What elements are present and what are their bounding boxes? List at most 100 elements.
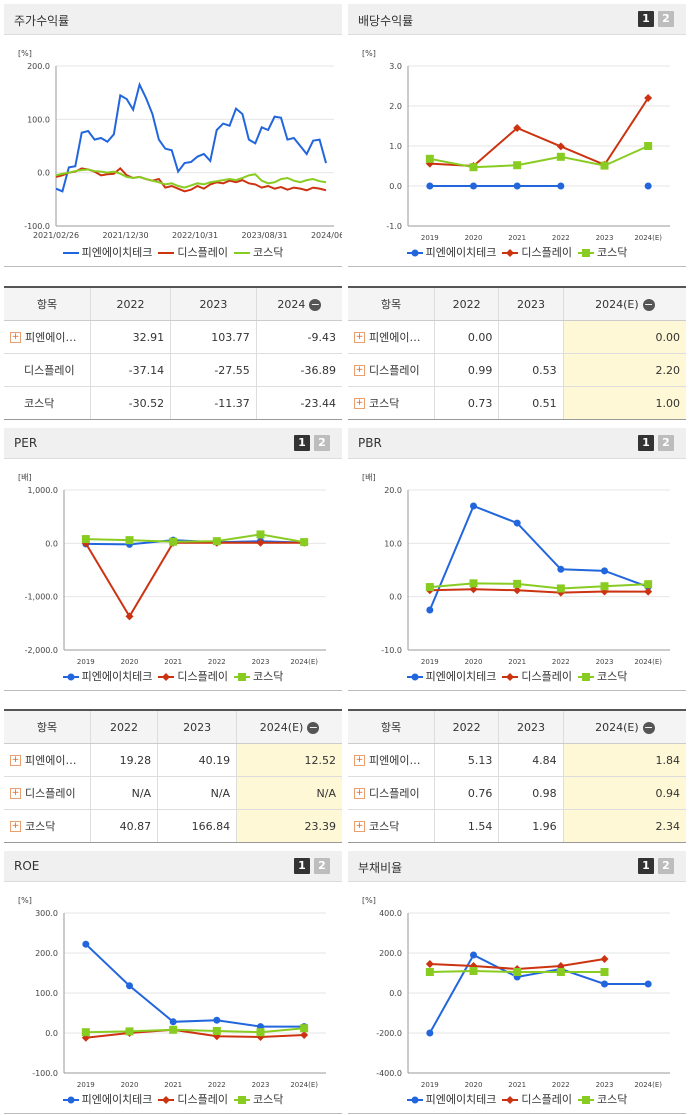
data-point [425, 968, 434, 976]
x-tick-label: 2020 [465, 658, 483, 666]
column-header: 항목 [4, 711, 91, 744]
y-tick-label: 0.0 [45, 1029, 58, 1038]
legend-item[interactable]: 디스플레이 [158, 244, 228, 260]
row-name-cell[interactable]: + 피엔에이… [4, 320, 91, 354]
x-tick-label: 2023 [252, 658, 270, 666]
row-name-cell[interactable]: + 디스플레이 [348, 353, 435, 387]
row-name-cell[interactable]: + 피엔에이… [348, 743, 435, 777]
row-name-cell[interactable]: + 코스닥 [4, 810, 91, 843]
legend-item[interactable]: 디스플레이 [158, 668, 228, 684]
expand-plus-icon[interactable]: + [10, 331, 21, 343]
legend-item[interactable]: 코스닥 [234, 668, 283, 684]
legend-item[interactable]: 코스닥 [578, 668, 627, 684]
page-1-button[interactable]: 1 [294, 858, 310, 874]
legend-marker-icon [578, 673, 595, 681]
row-name-cell[interactable]: + 코스닥 [348, 810, 435, 843]
legend-item[interactable]: 디스플레이 [502, 1091, 572, 1107]
row-name-cell[interactable]: + 디스플레이 [348, 776, 435, 810]
table-header-row: 항목 2022 2023 2024(E) − [4, 711, 342, 744]
page-2-button[interactable]: 2 [658, 11, 674, 27]
legend-item[interactable]: 피엔에이치테크 [406, 244, 496, 260]
table-row: + 디스플레이 0.99 0.53 2.20 [348, 353, 686, 387]
legend-item[interactable]: 코스닥 [578, 244, 627, 260]
data-point [513, 124, 522, 132]
y-tick-label: -200.0 [376, 1029, 402, 1038]
legend-item[interactable]: 피엔에이치테크 [62, 244, 152, 260]
legend-item[interactable]: 피엔에이치테크 [62, 1091, 153, 1107]
data-point [600, 955, 609, 963]
column-header-label: 2024 [277, 297, 306, 311]
column-header: 2022 [433, 711, 499, 744]
y-tick-label: 20.0 [384, 486, 402, 495]
expand-plus-icon[interactable]: + [354, 787, 365, 799]
page-2-button[interactable]: 2 [658, 858, 674, 874]
series-line [55, 167, 327, 193]
value-cell: 0.76 [433, 776, 499, 810]
legend-item[interactable]: 피엔에이치테크 [62, 668, 152, 684]
expand-plus-icon[interactable]: + [354, 364, 365, 376]
legend-item[interactable]: 코스닥 [234, 244, 283, 260]
page-1-button[interactable]: 1 [638, 435, 654, 451]
value-cell: 23.39 [236, 809, 342, 842]
x-tick-label: 2024(E) [290, 658, 318, 666]
row-name-cell[interactable]: + 피엔에이… [348, 320, 435, 354]
legend-label: 코스닥 [597, 670, 628, 683]
collapse-icon[interactable]: − [642, 297, 655, 311]
row-name-cell[interactable]: + 피엔에이… [4, 743, 91, 777]
page-1-button[interactable]: 1 [638, 11, 654, 27]
page-1-button[interactable]: 1 [638, 858, 654, 874]
collapse-icon[interactable]: − [309, 297, 322, 311]
row-name-cell[interactable]: + 디스플레이 [4, 776, 91, 810]
expand-plus-icon[interactable]: + [354, 754, 365, 766]
value-cell: N/A [89, 776, 158, 810]
legend-item[interactable]: 디스플레이 [502, 668, 572, 684]
expand-plus-icon[interactable]: + [354, 331, 365, 343]
row-name-cell[interactable]: + 코스닥 [348, 387, 435, 420]
legend-label: 디스플레이 [521, 246, 573, 259]
legend-label: 디스플레이 [177, 1093, 229, 1106]
panel-header: PER 1 2 [4, 428, 342, 459]
value-cell: 2.34 [562, 809, 686, 842]
x-tick-label: 2021 [508, 1081, 526, 1089]
expand-plus-icon[interactable]: + [10, 754, 21, 766]
data-point [81, 539, 90, 548]
legend-label: 피엔에이치테크 [81, 1093, 153, 1106]
expand-plus-icon[interactable]: + [354, 820, 365, 832]
x-tick-label: 2020 [465, 234, 483, 242]
legend-item[interactable]: 디스플레이 [502, 244, 572, 260]
legend-item[interactable]: 피엔에이치테크 [406, 1091, 496, 1107]
page-2-button[interactable]: 2 [314, 435, 330, 451]
series-line [429, 97, 650, 168]
data-point [644, 980, 652, 988]
legend-item[interactable]: 디스플레이 [158, 1091, 228, 1107]
legend-marker-icon [406, 673, 423, 681]
value-cell: N/A [236, 776, 342, 810]
legend-item[interactable]: 코스닥 [234, 1091, 283, 1107]
chart-plot: [%] 3.0 2.0 1.0 0.0 -1.0 2019 2020 2021 2022 2023 2… [362, 49, 670, 242]
x-tick-label: 2023/08/31 [241, 231, 287, 240]
axis-unit-label: [%] [362, 896, 376, 905]
column-header-label: 항목 [36, 721, 58, 734]
data-point [470, 951, 477, 959]
legend-item[interactable]: 코스닥 [578, 1091, 627, 1107]
value-cell: 5.13 [433, 743, 499, 777]
value-cell: -30.52 [89, 386, 171, 419]
y-tick-label: 0.0 [389, 182, 402, 191]
expand-plus-icon[interactable]: + [10, 820, 21, 832]
expand-plus-icon[interactable]: + [10, 787, 21, 799]
series-line [84, 541, 305, 619]
row-name: 피엔에이… [25, 331, 77, 344]
collapse-icon[interactable]: − [642, 720, 655, 734]
expand-plus-icon[interactable]: + [354, 397, 365, 409]
page-1-button[interactable]: 1 [294, 435, 310, 451]
collapse-icon[interactable]: − [307, 720, 320, 734]
x-tick-label: 2023 [252, 1081, 270, 1089]
legend-label: 디스플레이 [521, 670, 573, 683]
data-point [125, 1027, 134, 1036]
legend-item[interactable]: 피엔에이치테크 [406, 668, 496, 684]
page-2-button[interactable]: 2 [314, 858, 330, 874]
value-cell: 2.20 [562, 353, 686, 387]
column-header-label: 2023 [183, 720, 212, 734]
data-point [256, 1028, 265, 1037]
page-2-button[interactable]: 2 [658, 435, 674, 451]
